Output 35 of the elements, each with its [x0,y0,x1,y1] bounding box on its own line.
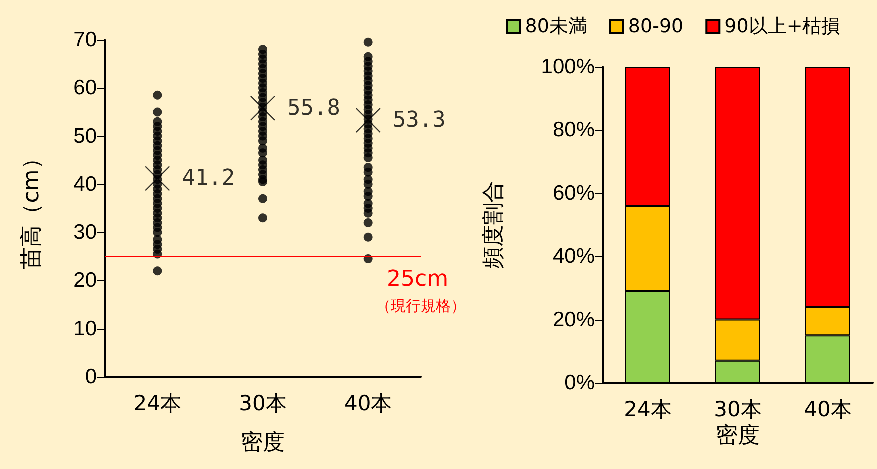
x-axis-title: 密度 [241,430,285,456]
ref-line-label: 25cm [387,267,449,292]
y-axis-title: 苗高（cm） [20,148,44,270]
y-tick-label: 60% [552,182,595,205]
y-tick-label: 10 [74,317,97,340]
data-label: 41.2 [182,166,236,192]
x-tick-label: 40本 [804,398,852,422]
point [356,108,381,133]
y-tick-label: 0 [85,366,97,388]
y-tick-label: 70 [74,28,97,52]
legend-label: 90以上+枯損 [724,16,841,38]
data-label: 55.8 [288,96,340,121]
y-tick-label: 20 [74,269,97,292]
point [145,166,170,192]
point [250,96,276,121]
x-tick-label: 24本 [624,398,672,422]
x-tick-label: 40本 [344,392,392,416]
y-tick-label: 20% [552,308,595,332]
legend-label: 80-90 [628,16,684,38]
x-tick-label: 24本 [134,392,182,416]
x-tick-label: 30本 [714,398,762,422]
annotation: （現行規格） [376,297,466,316]
y-tick-label: 40 [74,172,97,196]
y-tick-label: 80% [552,118,595,142]
y-tick-label: 0% [564,372,595,394]
legend-label: 80未満 [525,16,588,38]
y-tick-label: 60 [74,76,97,100]
y-axis-title: 頻度割合 [482,181,506,269]
data-label: 53.3 [392,108,446,133]
x-axis-title: 密度 [716,423,760,448]
x-tick-label: 30本 [239,392,287,416]
y-tick-label: 30 [74,221,97,244]
y-tick-label: 50 [74,124,97,148]
y-tick-label: 100% [541,56,595,78]
y-tick-label: 40% [552,245,595,268]
